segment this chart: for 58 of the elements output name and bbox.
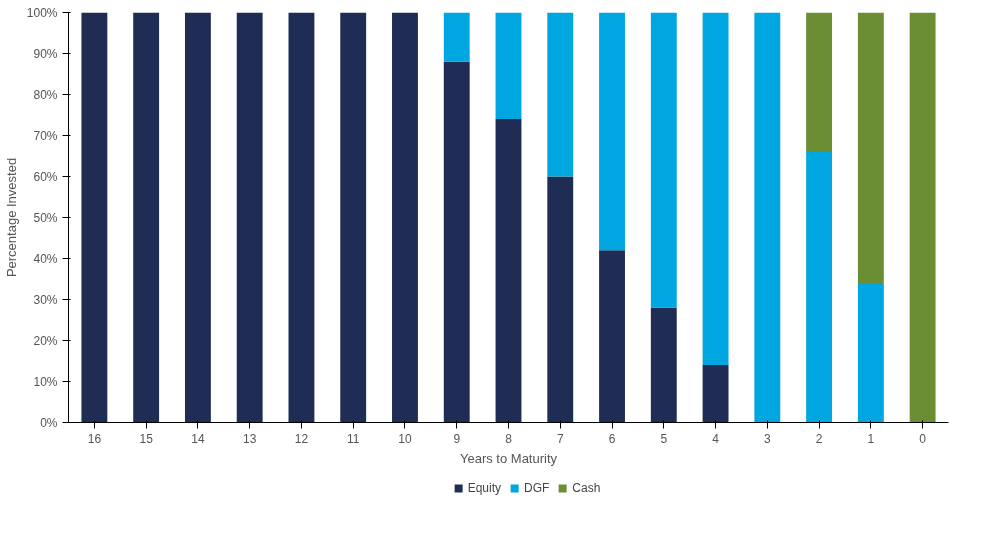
x-tick-label: 10 (398, 431, 412, 446)
x-tick-label: 2 (815, 431, 823, 446)
bar (857, 12, 884, 284)
y-tick-label: 10% (33, 374, 58, 389)
y-tick-label: 60% (33, 169, 58, 184)
bar (184, 12, 211, 423)
bar (599, 12, 625, 251)
legend-label: DGF (524, 481, 550, 495)
bar (599, 250, 625, 423)
bar (702, 365, 729, 423)
y-tick-label: 70% (33, 128, 58, 143)
legend-label: Cash (572, 481, 601, 495)
x-tick-label: 7 (556, 431, 564, 446)
legend-label: Equity (467, 481, 501, 495)
x-tick-label: 9 (453, 431, 461, 446)
x-tick-label: 16 (87, 431, 102, 446)
bar (650, 307, 677, 423)
y-tick-label: 100% (26, 5, 58, 20)
bar (806, 151, 833, 423)
y-tick-label: 0% (40, 415, 58, 430)
bar (443, 61, 470, 423)
bar (340, 12, 367, 423)
x-tick-label: 8 (505, 431, 513, 446)
bar (495, 12, 522, 120)
x-tick-label: 15 (139, 431, 154, 446)
y-tick-label: 40% (33, 251, 58, 266)
bar (857, 283, 884, 423)
bar (392, 12, 418, 423)
bar (754, 12, 781, 423)
bar (81, 12, 108, 423)
x-tick-label: 13 (243, 431, 257, 446)
x-tick-label: 1 (867, 431, 875, 446)
bar (909, 12, 936, 423)
x-tick-label: 14 (191, 431, 205, 446)
bar (806, 12, 833, 152)
bar (443, 12, 470, 62)
x-tick-label: 11 (346, 431, 360, 446)
bar (702, 12, 729, 366)
y-tick-label: 50% (33, 210, 58, 225)
bar (133, 12, 160, 423)
bar (288, 12, 315, 423)
y-tick-label: 80% (33, 87, 58, 102)
x-tick-label: 0 (919, 431, 927, 446)
x-tick-label: 12 (294, 431, 309, 446)
x-tick-label: 3 (763, 431, 771, 446)
y-axis-title: Percentage Invested (3, 157, 19, 278)
x-tick-label: 5 (660, 431, 668, 446)
x-tick-label: 4 (712, 431, 720, 446)
bar (236, 12, 263, 423)
y-tick-label: 20% (33, 333, 58, 348)
bar (547, 176, 574, 423)
bar (650, 12, 677, 308)
bar (495, 119, 522, 423)
x-tick-label: 6 (608, 431, 616, 446)
x-axis-title: Years to Maturity (459, 450, 558, 466)
y-tick-label: 30% (33, 292, 58, 307)
bar (547, 12, 574, 177)
y-tick-label: 90% (33, 46, 58, 61)
